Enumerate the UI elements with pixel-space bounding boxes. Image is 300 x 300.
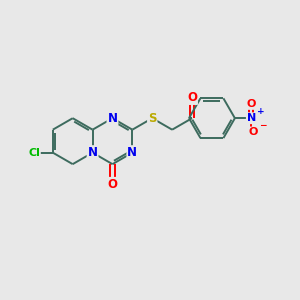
Text: O: O — [247, 99, 256, 109]
Text: −: − — [259, 122, 266, 130]
Text: N: N — [88, 146, 98, 159]
Text: O: O — [187, 91, 197, 104]
Text: Cl: Cl — [28, 148, 40, 158]
Text: N: N — [128, 146, 137, 159]
Text: O: O — [107, 178, 118, 191]
Text: O: O — [248, 128, 258, 137]
Text: N: N — [107, 112, 118, 125]
Text: S: S — [148, 112, 157, 125]
Text: +: + — [257, 107, 265, 116]
Text: N: N — [247, 113, 256, 123]
